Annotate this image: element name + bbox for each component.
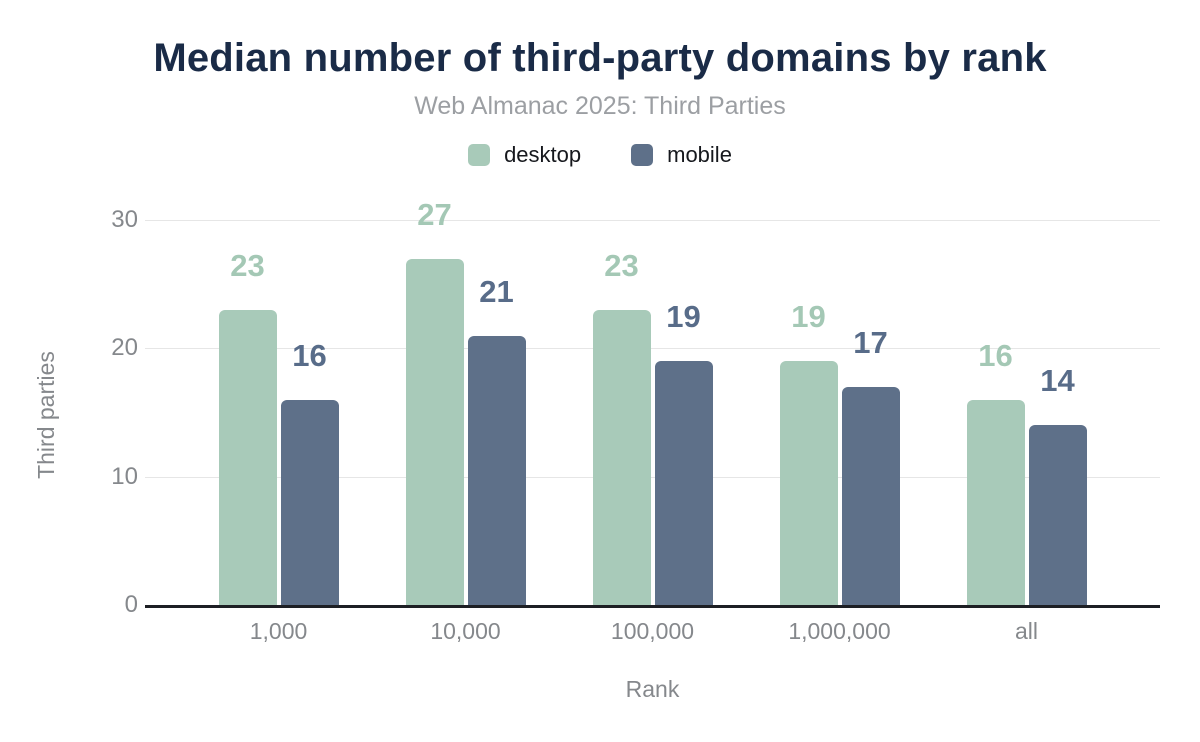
x-axis-line xyxy=(145,605,1160,608)
bar-value-label: 27 xyxy=(417,197,452,232)
bar-unit-desktop: 27 xyxy=(405,197,464,605)
gridline-10 xyxy=(145,477,1160,478)
legend-swatch-desktop xyxy=(468,144,491,166)
bar-unit-mobile: 21 xyxy=(467,274,526,605)
bar-mobile-10,000[interactable] xyxy=(467,336,526,605)
bar-mobile-1,000,000[interactable] xyxy=(841,387,900,605)
x-axis-title: Rank xyxy=(625,676,680,702)
y-axis-title: Third parties xyxy=(33,351,59,479)
x-tick-label-all: all xyxy=(1014,618,1038,644)
bar-value-label: 23 xyxy=(230,248,265,283)
bar-desktop-1,000,000[interactable] xyxy=(779,361,838,605)
bar-unit-mobile: 14 xyxy=(1028,363,1087,605)
bar-group-100,000: 23 19 xyxy=(559,250,746,605)
bar-desktop-all[interactable] xyxy=(966,400,1025,605)
bar-unit-mobile: 17 xyxy=(841,325,900,605)
bar-group-all: 16 14 xyxy=(933,340,1120,605)
bar-value-label: 19 xyxy=(791,299,826,334)
bar-value-label: 14 xyxy=(1040,363,1075,398)
bar-unit-desktop: 23 xyxy=(592,248,651,605)
x-tick-label-1,000: 1,000 xyxy=(249,618,308,644)
x-tick-label-100,000: 100,000 xyxy=(610,618,695,644)
gridline-20 xyxy=(145,348,1160,349)
chart-title: Median number of third-party domains by … xyxy=(153,36,1047,80)
bar-unit-desktop: 16 xyxy=(966,338,1025,605)
bar-desktop-100,000[interactable] xyxy=(592,310,651,605)
bar-mobile-all[interactable] xyxy=(1028,425,1087,605)
bar-value-label: 16 xyxy=(978,338,1013,373)
bar-value-label: 19 xyxy=(666,299,701,334)
legend-item-mobile[interactable]: mobile xyxy=(631,142,732,168)
bar-unit-desktop: 23 xyxy=(218,248,277,605)
bar-group-1,000: 23 16 xyxy=(185,250,372,605)
legend-label: mobile xyxy=(667,142,732,167)
bar-value-label: 17 xyxy=(853,325,888,360)
legend: desktop mobile xyxy=(0,142,1200,168)
bar-desktop-1,000[interactable] xyxy=(218,310,277,605)
x-tick-labels: 1,000 10,000 100,000 1,000,000 all xyxy=(145,618,1160,645)
bar-unit-mobile: 19 xyxy=(654,299,713,605)
y-tick-label-10: 10 xyxy=(111,463,138,490)
x-tick-label-10,000: 10,000 xyxy=(430,618,501,644)
bar-group-10,000: 27 21 xyxy=(372,199,559,605)
legend-item-desktop[interactable]: desktop xyxy=(468,142,581,168)
bar-desktop-10,000[interactable] xyxy=(405,259,464,605)
bar-mobile-1,000[interactable] xyxy=(280,400,339,605)
bar-unit-mobile: 16 xyxy=(280,338,339,605)
bar-value-label: 21 xyxy=(479,274,514,309)
x-tick-label-1,000,000: 1,000,000 xyxy=(788,618,891,644)
legend-label: desktop xyxy=(504,142,582,167)
legend-swatch-mobile xyxy=(631,144,654,166)
y-tick-label-30: 30 xyxy=(111,206,138,233)
y-tick-label-0: 0 xyxy=(124,591,138,618)
y-tick-label-20: 20 xyxy=(111,334,138,361)
bar-mobile-100,000[interactable] xyxy=(654,361,713,605)
bar-value-label: 23 xyxy=(604,248,639,283)
bar-group-1,000,000: 19 17 xyxy=(746,301,933,605)
bar-groups: 23 16 27 21 23 19 19 17 16 14 xyxy=(145,199,1160,605)
gridline-30 xyxy=(145,220,1160,221)
bar-unit-desktop: 19 xyxy=(779,299,838,605)
chart-subtitle: Web Almanac 2025: Third Parties xyxy=(414,92,786,120)
bar-value-label: 16 xyxy=(292,338,327,373)
